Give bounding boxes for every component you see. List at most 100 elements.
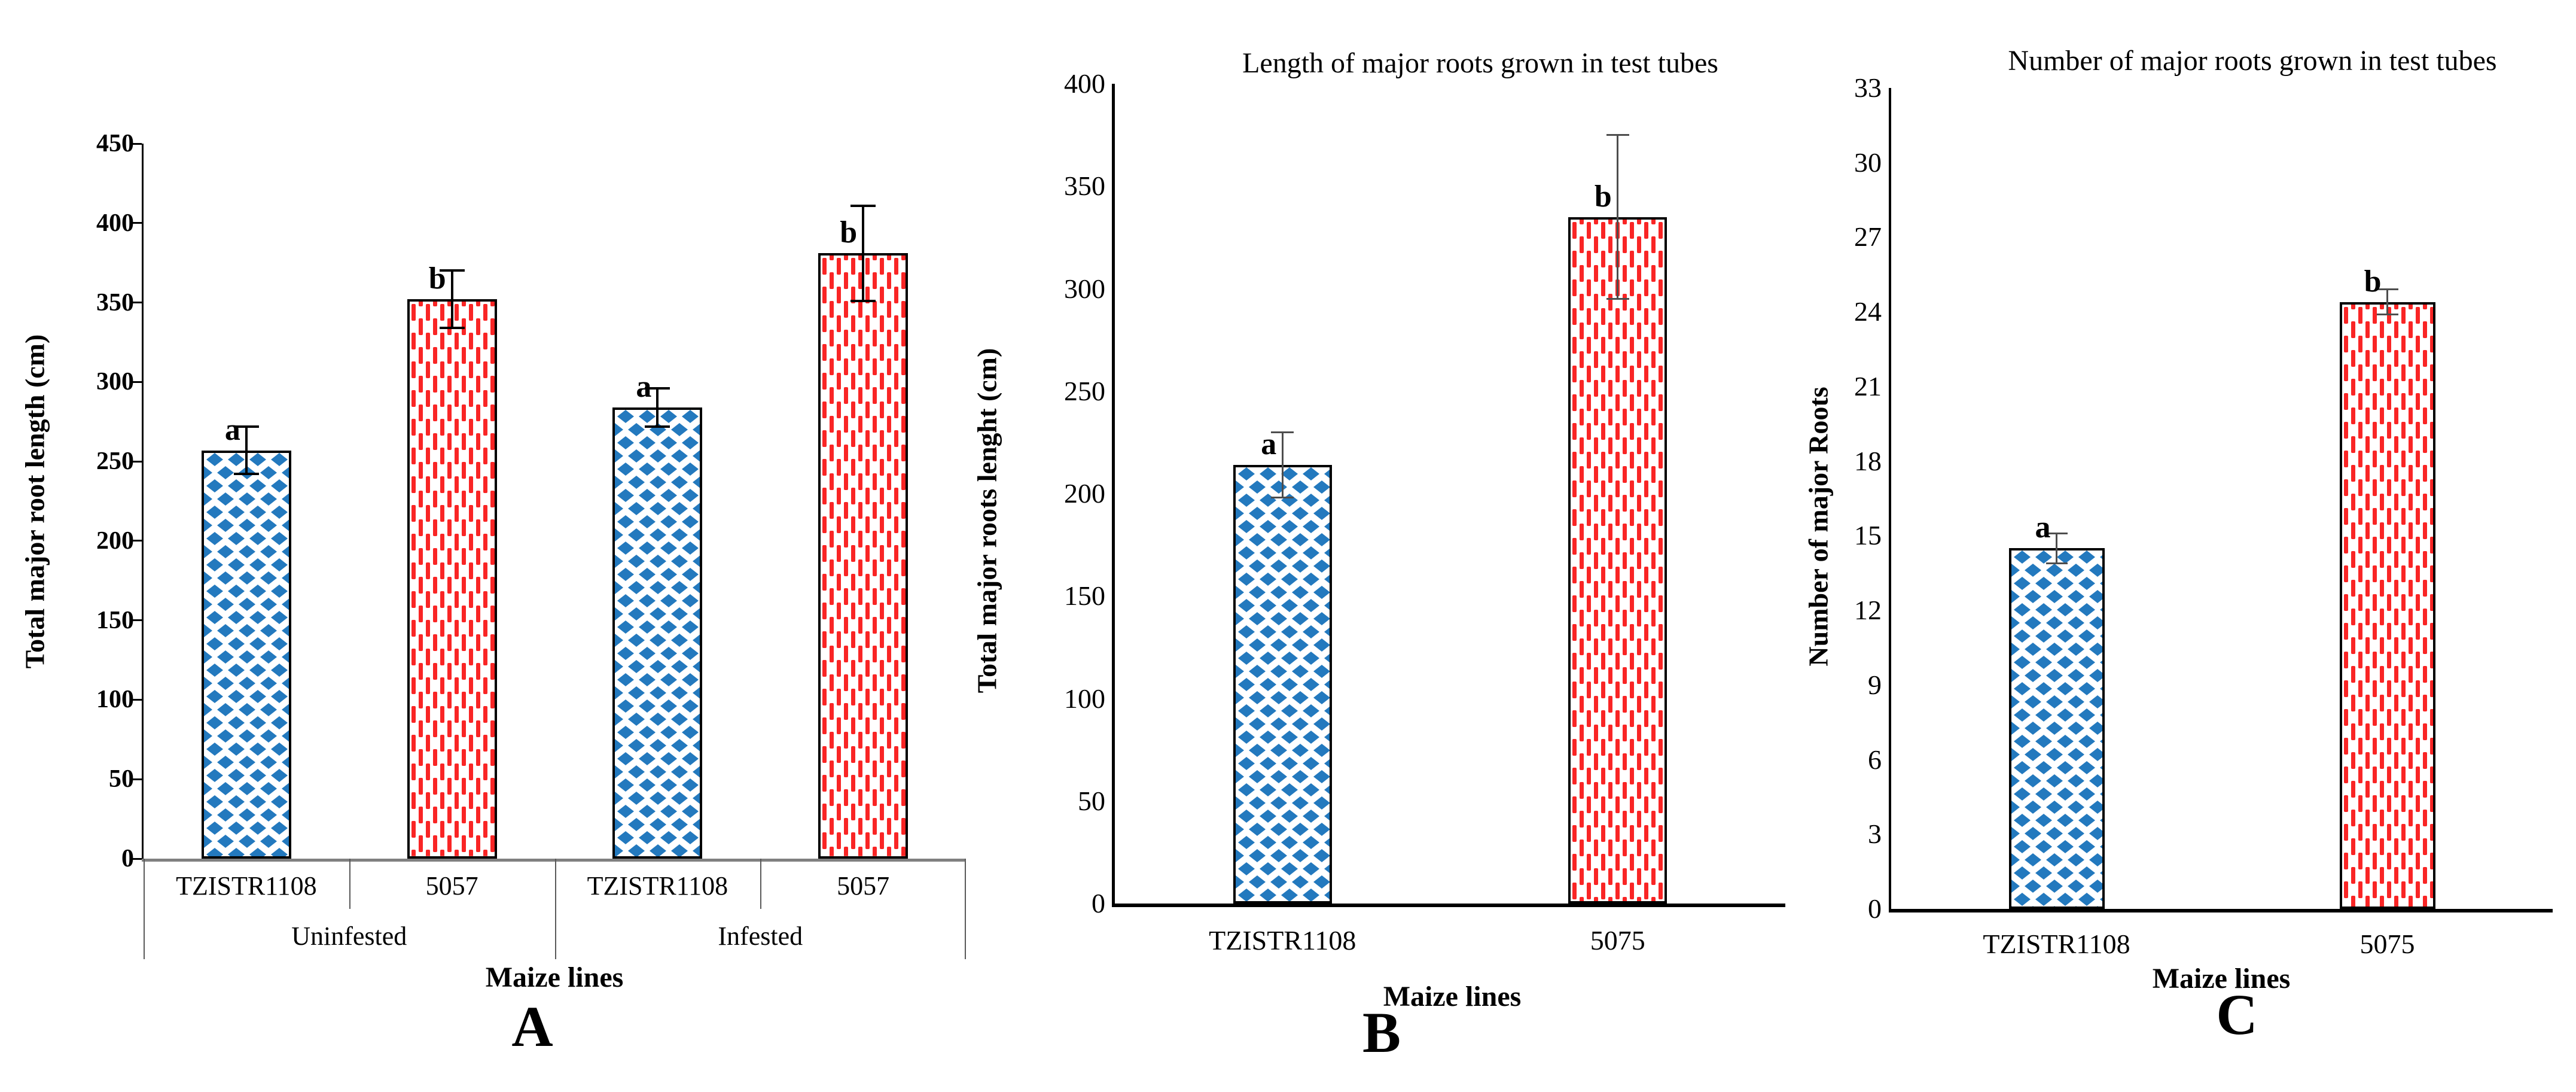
y-tick-label: 250 xyxy=(1064,375,1105,406)
red-dash-fill xyxy=(1571,219,1665,901)
panel-letter-b: B xyxy=(1362,1000,1401,1064)
error-bar-bottom-cap xyxy=(1606,298,1629,300)
y-tick-label: 400 xyxy=(96,209,134,237)
y-tick-label: 30 xyxy=(1854,147,1882,178)
error-bar-bottom-cap xyxy=(645,425,670,428)
error-bar-top-cap xyxy=(850,204,876,207)
y-tick-label: 12 xyxy=(1854,595,1882,626)
y-tick-label: 15 xyxy=(1854,520,1882,551)
error-bar-bottom-cap xyxy=(2376,313,2398,315)
panel-letter-c: C xyxy=(2216,983,2258,1047)
blue-diamond-fill xyxy=(203,452,289,856)
category-box-line xyxy=(554,859,556,959)
y-tick-label: 300 xyxy=(1064,273,1105,304)
red-dash-fill xyxy=(821,255,906,856)
chart-C-y-axis-line xyxy=(1889,88,1891,909)
y-tick-label: 150 xyxy=(96,606,134,634)
chart-a-y-axis-title: Total major root length (cm) xyxy=(19,334,50,669)
panel-letter-a: A xyxy=(511,994,553,1058)
y-tick-mark xyxy=(132,460,142,463)
error-bar-line xyxy=(450,270,453,328)
significance-letter: a xyxy=(1261,427,1277,462)
y-tick-label: 350 xyxy=(1064,171,1105,202)
y-tick-label: 100 xyxy=(96,686,134,714)
y-tick-mark xyxy=(132,778,142,780)
y-tick-mark xyxy=(132,698,142,701)
y-tick-mark xyxy=(132,619,142,622)
chart-c-title: Number of major roots grown in test tube… xyxy=(2008,45,2497,77)
y-tick-label: 0 xyxy=(1092,888,1105,918)
error-bar-top-cap xyxy=(1271,431,1294,433)
y-tick-mark xyxy=(132,540,142,542)
error-bar-top-cap xyxy=(645,387,670,390)
bar-a-1-TZISTR1108 xyxy=(201,450,291,859)
category-label: 5057 xyxy=(837,871,890,901)
chart-B-y-axis-line xyxy=(1112,84,1115,904)
significance-letter: a xyxy=(636,369,652,404)
significance-letter: a xyxy=(224,412,240,447)
chart-b-y-axis-title: Total major roots lenght (cm) xyxy=(971,348,1002,693)
error-bar-line xyxy=(1281,432,1284,498)
error-bar-line xyxy=(245,426,248,474)
error-bar-bottom-cap xyxy=(439,327,465,330)
red-dash-fill xyxy=(2342,304,2433,907)
y-tick-label: 300 xyxy=(96,368,134,396)
y-tick-label: 200 xyxy=(96,527,134,555)
y-tick-label: 0 xyxy=(121,845,134,872)
y-tick-label: 9 xyxy=(1868,669,1882,700)
error-bar-top-cap xyxy=(233,425,259,428)
error-bar-top-cap xyxy=(1606,134,1629,136)
error-bar-line xyxy=(2056,533,2057,564)
y-tick-mark xyxy=(132,857,142,860)
y-tick-label: 50 xyxy=(109,765,134,793)
y-tick-label: 18 xyxy=(1854,445,1882,476)
y-tick-label: 0 xyxy=(1868,893,1882,924)
category-box-line xyxy=(144,859,145,959)
category-label: 5075 xyxy=(2359,929,2415,959)
category-label: TZISTR1108 xyxy=(1983,929,2130,959)
y-tick-mark xyxy=(132,302,142,304)
chart-A-y-axis-line xyxy=(142,144,144,859)
bar-b-2-5075 xyxy=(1568,217,1667,904)
category-label: TZISTR1108 xyxy=(1209,925,1356,956)
blue-diamond-fill xyxy=(2011,550,2102,907)
chart-A-x-axis-line xyxy=(142,859,966,862)
error-bar-bottom-cap xyxy=(233,473,259,476)
error-bar-top-cap xyxy=(2376,288,2398,291)
bar-c-2-5075 xyxy=(2339,302,2435,909)
bar-b-1-TZISTR1108 xyxy=(1233,465,1332,904)
y-tick-label: 27 xyxy=(1854,221,1882,253)
significance-letter: a xyxy=(2035,510,2051,545)
error-bar-top-cap xyxy=(439,269,465,272)
y-tick-mark xyxy=(132,142,142,145)
chart-a-x-axis-title: Maize lines xyxy=(485,962,624,993)
significance-letter: b xyxy=(1594,179,1612,214)
y-tick-label: 24 xyxy=(1854,296,1882,327)
bar-c-1-TZISTR1108 xyxy=(2008,548,2105,909)
chart-B-x-axis-line xyxy=(1112,904,1785,907)
y-tick-label: 100 xyxy=(1064,683,1105,714)
category-box-line xyxy=(349,859,350,909)
chart-c-x-axis-title: Maize lines xyxy=(2152,963,2291,994)
error-bar-line xyxy=(2386,289,2388,315)
bar-a-3-TZISTR1108 xyxy=(612,407,703,859)
error-bar-bottom-cap xyxy=(1271,497,1294,499)
bar-a-4-5057 xyxy=(818,253,909,859)
y-tick-label: 250 xyxy=(96,448,134,476)
red-dash-fill xyxy=(409,302,495,856)
y-tick-label: 150 xyxy=(1064,580,1105,612)
y-tick-label: 350 xyxy=(96,288,134,317)
y-tick-label: 50 xyxy=(1078,785,1105,816)
bar-a-2-5057 xyxy=(407,299,497,859)
y-tick-label: 200 xyxy=(1064,478,1105,509)
y-tick-label: 33 xyxy=(1854,72,1882,103)
chart-b-x-axis-title: Maize lines xyxy=(1383,981,1522,1012)
category-box-line xyxy=(965,859,966,959)
error-bar-top-cap xyxy=(2045,532,2068,534)
error-bar-line xyxy=(1617,135,1619,299)
y-tick-label: 3 xyxy=(1868,819,1882,850)
blue-diamond-fill xyxy=(1235,467,1330,901)
y-tick-mark xyxy=(132,222,142,224)
error-bar-bottom-cap xyxy=(850,299,876,302)
